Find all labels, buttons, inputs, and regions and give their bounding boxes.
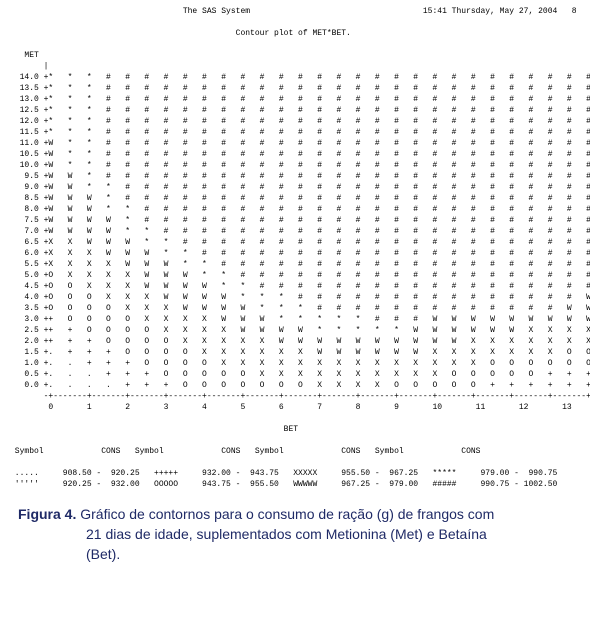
caption-text-1: Gráfico de contornos para o consumo de r… — [76, 506, 494, 522]
figure-caption: Figura 4. Gráfico de contornos para o co… — [0, 490, 590, 574]
caption-text-2: 21 dias de idade, suplementados com Meti… — [86, 526, 487, 542]
sas-output-block: The SAS System 15:41 Thursday, May 27, 2… — [0, 0, 590, 490]
caption-text-3: (Bet). — [86, 546, 120, 562]
caption-label: Figura 4. — [18, 506, 76, 522]
